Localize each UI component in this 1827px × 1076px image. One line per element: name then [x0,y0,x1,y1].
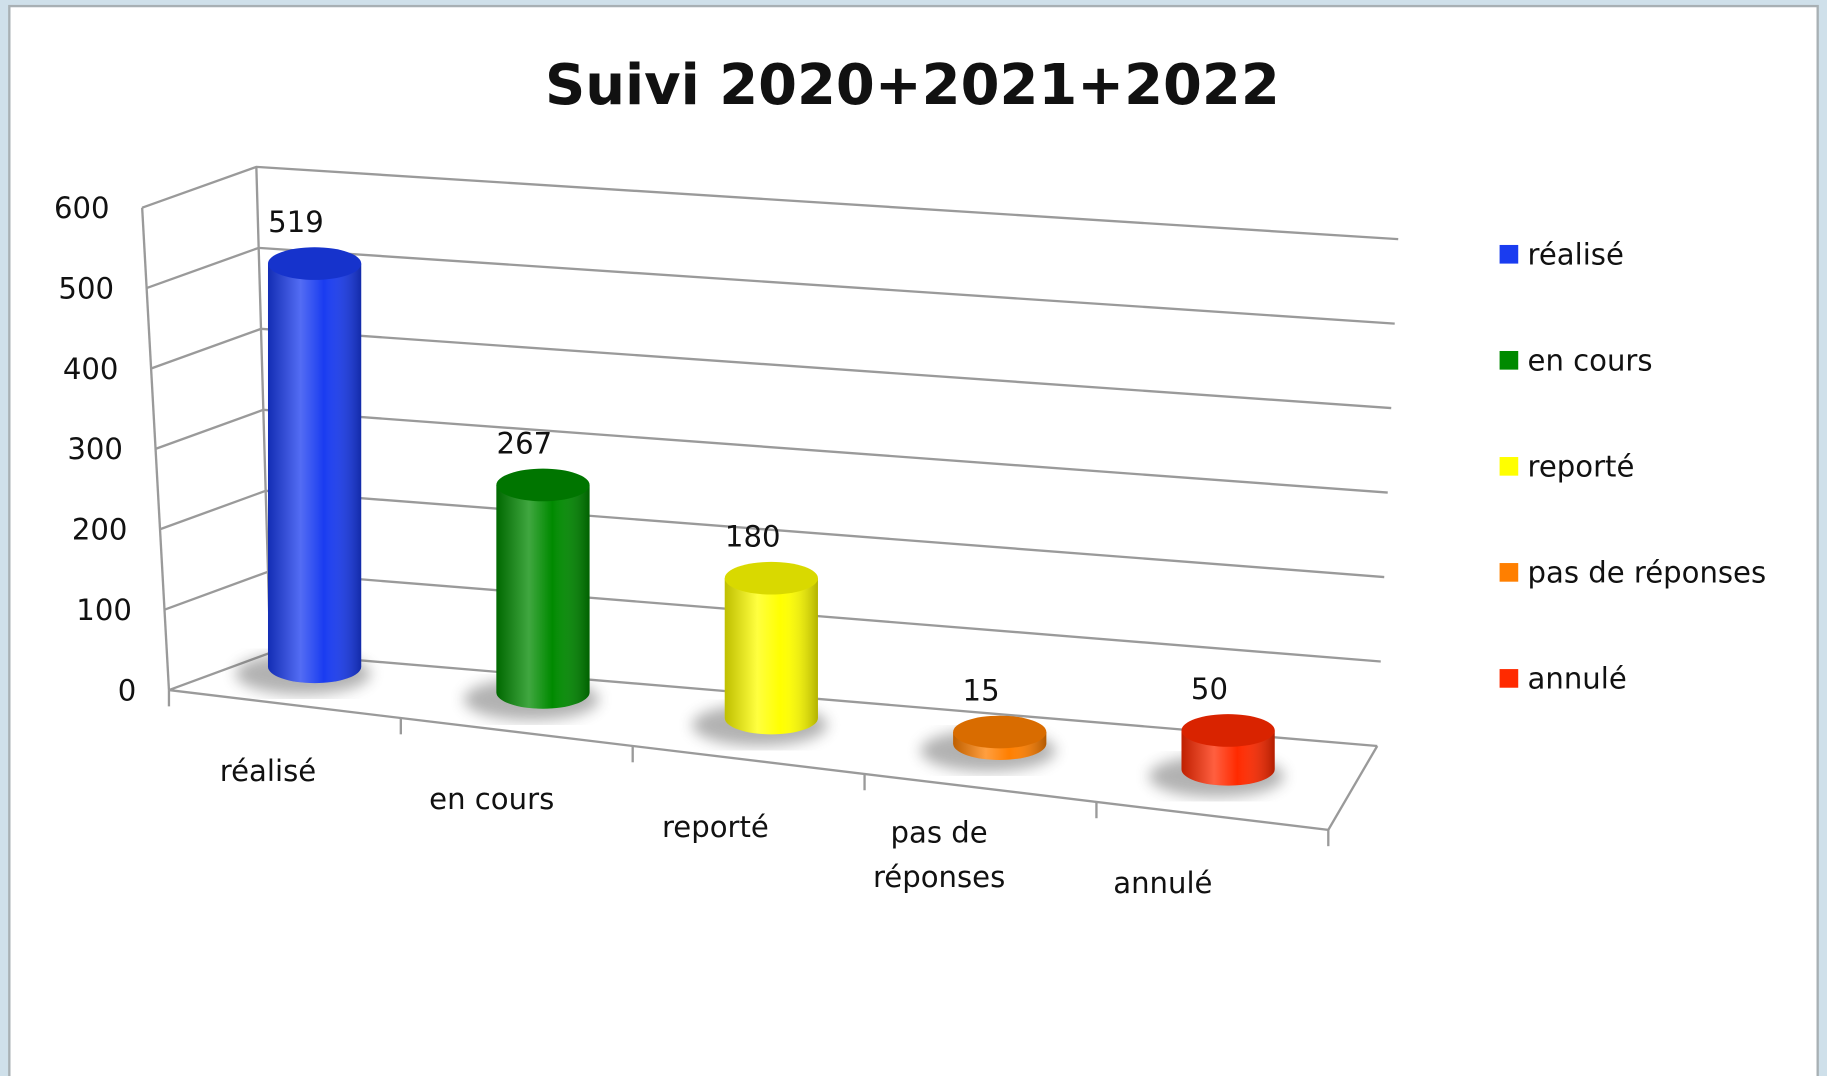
data-label: 15 [963,673,1000,707]
y-tick-label: 400 [63,352,119,386]
bar-top [724,561,818,595]
data-label: 267 [497,426,553,460]
bar-top [267,247,362,280]
y-tick-label: 300 [67,432,123,466]
legend-swatch [1499,563,1519,582]
grid-line [150,327,1392,410]
x-tick-label: réalisé [219,754,317,788]
legend-swatch [1499,669,1519,688]
bar-shading [724,578,818,735]
legend-label: en cours [1528,344,1653,378]
data-label: 50 [1191,672,1228,706]
bar-top [1181,714,1275,747]
grid-line [141,165,1399,241]
x-tick-label-box: annulé [1113,865,1213,900]
y-tick-label: 0 [118,673,137,707]
grid-line [159,489,1385,579]
bar-shading [267,263,362,684]
bar-top-shading [1181,714,1275,747]
data-label: 519 [268,205,324,239]
legend-label: reporté [1528,450,1635,484]
grid-line [146,246,1395,325]
y-tick-label: 200 [72,513,128,547]
bar-top-shading [953,715,1047,749]
y-tick-label: 100 [76,593,132,627]
y-tick-label: 500 [58,271,114,305]
x-tick-label: annulé [1113,865,1213,900]
grid-line [164,570,1381,663]
bar-top [496,468,590,502]
legend-label: pas de réponses [1528,556,1767,590]
legend-label: réalisé [1528,238,1624,272]
legend-swatch [1499,350,1519,370]
legend-label: annulé [1528,662,1627,696]
chart-title: Suivi 2020+2021+2022 [545,53,1280,118]
x-tick-label: pas de réponses [872,815,1006,894]
x-tick-label: reporté [661,810,769,844]
bar-top-shading [724,561,818,595]
legend-swatch [1499,457,1519,476]
bar-top [953,715,1047,749]
x-tick-label-box: pas de réponses [872,815,1006,894]
grid-line [155,408,1388,494]
legend-swatch [1499,244,1519,264]
y-tick-label: 600 [54,191,110,225]
x-tick-label: en cours [429,782,555,816]
data-label: 180 [725,520,781,554]
bar-top-shading [496,468,590,502]
bar-shading [496,484,590,709]
x-tick-label-box: reporté [661,810,769,844]
x-tick-label-box: réalisé [219,754,317,788]
x-tick-label-box: en cours [429,782,555,816]
bar-top-shading [267,247,362,280]
